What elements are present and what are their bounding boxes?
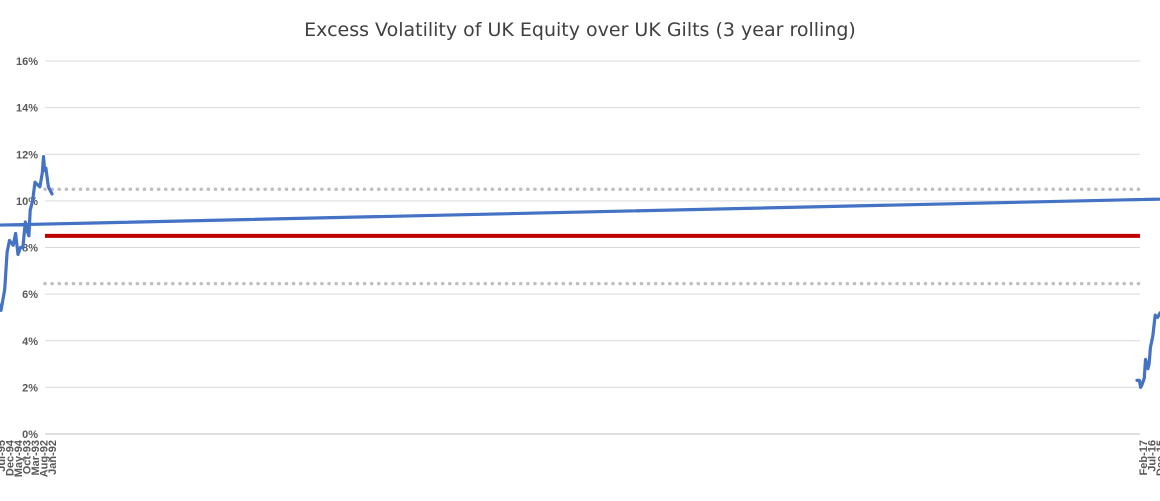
y-tick-label: 8%: [22, 243, 38, 255]
x-tick-label: Dec-94: [5, 439, 17, 476]
x-tick-label: Jan-92: [47, 440, 59, 475]
chart-title: Excess Volatility of UK Equity over UK G…: [304, 19, 856, 41]
y-tick-label: 12%: [16, 149, 38, 161]
y-axis: 0% 2% 4% 6% 8% 10% 12% 14% 16%: [16, 56, 1140, 441]
gridlines: [45, 60, 1140, 435]
x-tick-label: Aug-92: [39, 440, 51, 477]
y-tick-label: 6%: [22, 289, 38, 301]
y-tick-label: 16%: [16, 56, 38, 68]
y-tick-label: 10%: [16, 196, 38, 208]
x-tick-label: Jul-95: [0, 440, 8, 472]
x-tick-label: Oct-93: [22, 440, 34, 474]
series-line: [0, 155, 1160, 389]
x-tick-label: Dec-15: [1155, 440, 1160, 476]
series-layer: [0, 155, 1160, 389]
x-tick-label: Feb-17: [1138, 440, 1150, 475]
y-tick-label: 4%: [22, 336, 38, 348]
x-tick-label: Jul-16: [1147, 440, 1159, 472]
y-tick-label: 14%: [16, 103, 38, 115]
y-tick-label: 0%: [22, 429, 38, 441]
y-tick-label: 2%: [22, 382, 38, 394]
x-tick-label: May-94: [13, 439, 25, 477]
x-axis: Jan-92Aug-92Mar-93Oct-93May-94Dec-94Jul-…: [0, 439, 1160, 477]
x-tick-label: Mar-93: [30, 440, 42, 475]
reference-lines: [43, 187, 1142, 286]
